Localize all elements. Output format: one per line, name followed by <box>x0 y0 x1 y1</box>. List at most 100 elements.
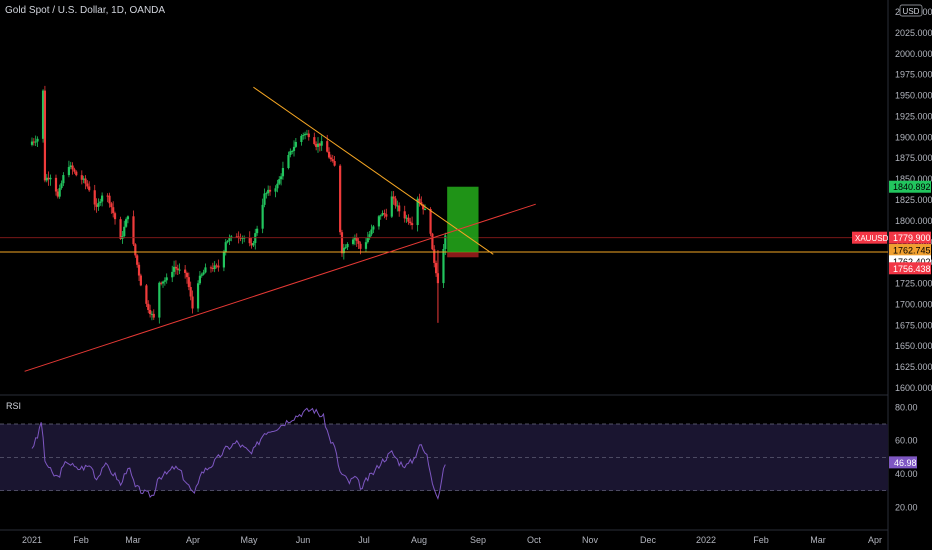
candle-up <box>300 135 303 142</box>
price-tick-label: 1850.000 <box>895 174 932 184</box>
currency-badge-frame <box>899 4 923 17</box>
candle-up <box>123 226 126 236</box>
candle-down <box>88 186 91 191</box>
candle-up <box>405 217 408 219</box>
time-tick-label: Apr <box>186 535 200 545</box>
candle-up <box>101 195 104 202</box>
candle-up <box>379 215 382 217</box>
currency-badge[interactable]: USD <box>899 4 923 17</box>
candle-down <box>147 303 150 310</box>
candle-down <box>318 143 321 146</box>
candle-up <box>126 216 130 220</box>
candle-down <box>209 267 213 269</box>
rsi-tick-label: 20.00 <box>895 502 918 512</box>
rsi-tick-label: 80.00 <box>895 402 918 412</box>
candle-up <box>265 193 268 195</box>
price-tick-label: 1950.000 <box>895 91 932 101</box>
candle-up <box>165 277 168 281</box>
price-tick-label: 1925.000 <box>895 111 932 121</box>
candle-down <box>185 272 189 278</box>
candle-down <box>106 195 109 197</box>
candle-up <box>305 133 309 135</box>
candle-down <box>189 287 192 297</box>
candle-down <box>211 267 214 270</box>
rsi-panel <box>0 407 888 501</box>
candle-down <box>340 232 344 254</box>
time-tick-label: Jul <box>358 535 370 545</box>
candle-up <box>289 151 292 156</box>
candle-up <box>62 175 65 184</box>
candle-up <box>252 243 255 246</box>
currency-badge-text: USD <box>903 7 920 16</box>
price-tick-label: 2000.000 <box>895 49 932 59</box>
candle-up <box>292 146 296 151</box>
candle-up <box>316 143 320 147</box>
price-tick-label: 1825.000 <box>895 195 932 205</box>
candle-up <box>294 141 297 147</box>
candle-down <box>136 255 139 265</box>
stop-zone[interactable] <box>447 252 479 258</box>
candle-down <box>176 268 179 271</box>
candle-down <box>239 237 242 239</box>
candle-up <box>241 237 244 239</box>
candle-up <box>34 141 37 143</box>
candle-down <box>237 236 240 238</box>
candle-up <box>416 198 419 226</box>
price-tick-label: 2025.000 <box>895 28 932 38</box>
candle-up <box>97 202 100 207</box>
time-tick-label: Aug <box>411 535 427 545</box>
candle-up <box>226 240 229 243</box>
candle-up <box>178 269 181 271</box>
candle-down <box>429 209 432 234</box>
candle-up <box>163 280 166 282</box>
candle-up <box>228 238 231 241</box>
candle-down <box>418 198 421 203</box>
candle-down <box>95 204 98 207</box>
candle-down <box>434 262 438 274</box>
candle-down <box>250 243 253 246</box>
rsi-value-badge[interactable] <box>889 456 917 469</box>
price-tick-label: 1900.000 <box>895 132 932 142</box>
candle-up <box>364 242 368 249</box>
price-tick-label: 1800.000 <box>895 216 932 226</box>
price-badge[interactable] <box>889 231 931 244</box>
candle-down <box>268 189 272 192</box>
rsi-line <box>31 407 446 501</box>
rsi-label[interactable]: RSI <box>6 401 21 411</box>
candle-down <box>313 137 316 144</box>
drawings-layer[interactable] <box>0 86 888 372</box>
price-badge[interactable] <box>889 262 931 275</box>
candle-down <box>357 240 360 244</box>
price-tick-label: 1675.000 <box>895 320 932 330</box>
candle-up <box>125 219 128 227</box>
symbol-badge[interactable] <box>852 231 887 244</box>
candle-down <box>215 265 218 267</box>
candle-down <box>315 143 318 147</box>
price-badge-text: 1762.745 <box>893 246 931 256</box>
price-badge[interactable] <box>889 244 931 257</box>
candle-down <box>148 309 152 315</box>
support-trendline[interactable] <box>24 203 536 372</box>
time-tick-label: Feb <box>753 535 769 545</box>
price-badge[interactable] <box>889 180 931 193</box>
candle-up <box>377 216 380 227</box>
candle-down <box>394 198 397 206</box>
candle-down <box>108 195 111 204</box>
candle-up <box>150 313 154 315</box>
symbol-title[interactable]: Gold Spot / U.S. Dollar, 1D, OANDA <box>5 5 165 16</box>
candle-up <box>351 239 355 244</box>
target-zone[interactable] <box>447 186 479 253</box>
candle-up <box>30 141 34 145</box>
axes-layer: 2050.0002025.0002000.0001975.0001950.000… <box>22 7 932 545</box>
candle-up <box>67 167 71 176</box>
candle-down <box>431 233 434 250</box>
candle-up <box>213 265 216 270</box>
candle-down <box>56 191 59 197</box>
candle-up <box>274 188 277 192</box>
resistance-trendline[interactable] <box>253 86 494 255</box>
candle-down <box>329 157 333 160</box>
candle-up <box>368 234 371 238</box>
candle-up <box>442 248 445 284</box>
time-tick-label: Feb <box>73 535 89 545</box>
